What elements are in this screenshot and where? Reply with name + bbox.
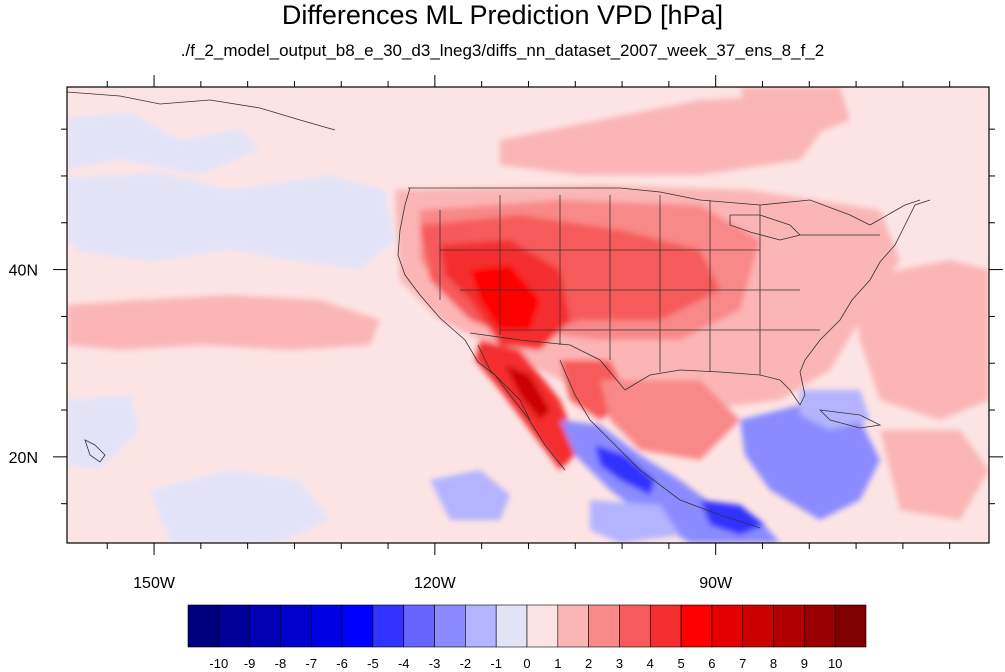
colorbar-swatch <box>557 604 589 648</box>
texas-coast-outline <box>624 369 781 391</box>
colorbar-label: 10 <box>828 656 842 671</box>
colorbar-label: -1 <box>490 656 502 671</box>
blue-patch-pacific-mid <box>67 172 395 270</box>
y-tick-label: 40N <box>9 263 38 280</box>
baja-outline <box>477 344 531 421</box>
colorbar-swatch <box>742 604 774 648</box>
colorbar-swatch <box>804 604 836 648</box>
colorbar-label: -3 <box>429 656 441 671</box>
colorbar-swatch <box>834 604 867 648</box>
vpd-field <box>67 87 989 543</box>
colorbar-label: 3 <box>616 656 623 671</box>
x-tick-label: 120W <box>414 575 457 592</box>
colorbar-swatch <box>218 604 250 648</box>
alaska-coast-outline <box>67 91 336 131</box>
cold-field-south <box>590 500 680 543</box>
blue-patch-east-pacific <box>430 470 510 520</box>
x-tick-label: 90W <box>699 575 733 592</box>
hawaii-outline <box>84 439 106 463</box>
field-blobs <box>67 87 989 543</box>
cold-field-central-america <box>700 500 765 535</box>
colorbar-label: 0 <box>523 656 530 671</box>
colorbar-swatch <box>680 604 713 648</box>
great-lakes-outline <box>729 214 801 241</box>
pink-patch-eastern-ocean <box>880 430 989 520</box>
gulf-coast-outline <box>559 359 761 529</box>
colorbar-label: 6 <box>708 656 715 671</box>
colorbar-labels: -10 -9 -8 -7 -6 -5 -4 -3 -2 -1 0 1 2 3 4 5 6 7 8 9 10 <box>209 656 842 671</box>
cold-field-mexico-core <box>595 445 655 495</box>
colorbar-label: 2 <box>585 656 592 671</box>
x-tick-label: 150W <box>133 575 176 592</box>
blue-patch-pacific-south <box>67 395 140 470</box>
colorbar-swatch <box>619 604 651 648</box>
colorbar-label: 8 <box>770 656 777 671</box>
map-subtitle: ./f_2_model_output_b8_e_30_d3_lneg3/diff… <box>180 41 825 60</box>
blue-patch-southwest <box>150 470 330 543</box>
west-coast-outline <box>397 187 566 471</box>
colorbar-label: 5 <box>677 656 684 671</box>
warm-field-baja-core <box>505 365 550 420</box>
colorbar-label: 9 <box>801 656 808 671</box>
y-tick-label: 20N <box>9 450 38 467</box>
pink-band-atlantic <box>850 260 989 420</box>
colorbar-label: -5 <box>367 656 379 671</box>
colorbar-swatch <box>495 604 528 648</box>
cuba-outline <box>818 409 882 429</box>
colorbar <box>187 604 867 648</box>
colorbar-swatch <box>649 604 682 648</box>
colorbar-label: 1 <box>554 656 561 671</box>
colorbar-swatch <box>526 604 559 648</box>
cold-field-caribbean <box>740 400 880 520</box>
colorbar-label: -9 <box>244 656 256 671</box>
colorbar-label: -4 <box>398 656 410 671</box>
colorbar-swatch <box>372 604 405 648</box>
colorbar-swatch <box>187 604 220 648</box>
florida-outline <box>779 359 806 406</box>
colorbar-swatch <box>310 604 343 648</box>
pink-band-pacific <box>67 295 380 350</box>
colorbar-label: -7 <box>305 656 317 671</box>
colorbar-swatch <box>465 604 497 648</box>
axis-ticks <box>53 75 1003 555</box>
colorbar-swatch <box>403 604 435 648</box>
colorbar-label: -10 <box>209 656 228 671</box>
colorbar-swatch <box>773 604 805 648</box>
us-mexico-border <box>469 332 626 391</box>
blue-patch-pacific-north <box>67 112 260 175</box>
pink-band-northeast <box>500 95 830 175</box>
warm-field-gulf <box>600 380 740 460</box>
colorbar-swatch <box>711 604 744 648</box>
pink-patch-arctic <box>740 87 850 140</box>
colorbar-swatch <box>434 604 466 648</box>
colorbar-swatch <box>249 604 281 648</box>
colorbar-swatch <box>341 604 374 648</box>
map-title: Differences ML Prediction VPD [hPa] <box>281 0 724 30</box>
east-coast-outline <box>804 199 931 361</box>
colorbar-swatch <box>280 604 312 648</box>
colorbar-label: -2 <box>460 656 472 671</box>
cold-field-gulf-florida <box>800 390 870 430</box>
colorbar-label: -8 <box>275 656 287 671</box>
map-outlines <box>67 91 931 529</box>
colorbar-label: 7 <box>739 656 746 671</box>
warm-field-southwest-core <box>470 265 540 330</box>
colorbar-label: 4 <box>647 656 654 671</box>
colorbar-label: -6 <box>336 656 348 671</box>
colorbar-swatch <box>588 604 620 648</box>
axis-tick-labels: 150W 120W 90W 40N 20N <box>9 263 733 592</box>
warm-field-baja <box>475 340 580 470</box>
